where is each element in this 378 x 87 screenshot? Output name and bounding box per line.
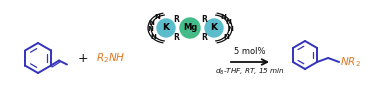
Text: +: +	[78, 52, 88, 64]
Text: R: R	[173, 33, 179, 41]
Text: NR$_2$: NR$_2$	[340, 55, 361, 69]
Circle shape	[205, 19, 223, 37]
Text: R$_2$NH: R$_2$NH	[96, 51, 125, 65]
Text: R: R	[201, 33, 207, 41]
Text: N: N	[147, 26, 153, 32]
Text: N: N	[220, 14, 226, 20]
Text: Mg: Mg	[183, 23, 197, 33]
Text: R: R	[173, 15, 179, 23]
Text: N: N	[154, 14, 160, 20]
Text: N: N	[148, 20, 154, 26]
Text: N: N	[151, 34, 156, 40]
Text: N: N	[226, 19, 231, 25]
Text: 5 mol%: 5 mol%	[234, 47, 266, 56]
Text: N: N	[227, 26, 233, 32]
Text: K: K	[163, 23, 169, 33]
Circle shape	[180, 18, 200, 38]
Text: $d_8$-THF, RT, 15 min: $d_8$-THF, RT, 15 min	[215, 67, 285, 77]
Text: N: N	[223, 34, 229, 40]
Text: K: K	[211, 23, 217, 33]
Circle shape	[157, 19, 175, 37]
Text: R: R	[201, 15, 207, 23]
